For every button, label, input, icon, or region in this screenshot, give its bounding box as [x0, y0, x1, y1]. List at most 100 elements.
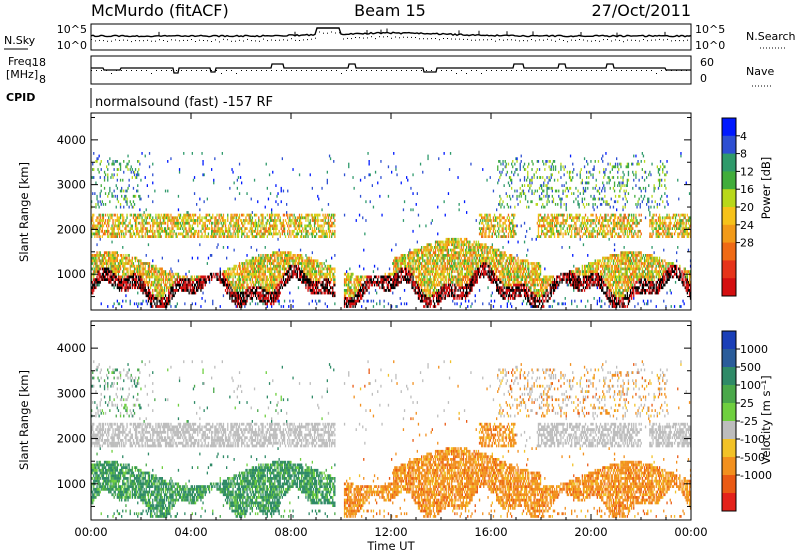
range-gate-cell [95, 229, 97, 233]
range-gate-cell [130, 170, 132, 174]
range-gate-cell [149, 286, 152, 290]
range-gate-cell [271, 213, 273, 217]
range-gate-cell [323, 221, 325, 225]
nave-point [606, 70, 607, 71]
range-gate-cell [211, 168, 213, 171]
nsearch-point [247, 38, 248, 40]
range-gate-cell [273, 219, 275, 222]
range-gate-cell [177, 227, 180, 230]
range-gate-cell [213, 235, 215, 238]
range-gate-cell [215, 224, 217, 228]
range-gate-cell [269, 224, 272, 228]
range-gate-cell [208, 278, 211, 281]
range-gate-cell [414, 275, 416, 279]
range-gate-cell [316, 302, 318, 306]
range-gate-cell [162, 272, 165, 276]
range-gate-cell [252, 291, 255, 295]
range-gate-cell [250, 227, 252, 230]
range-gate-cell [313, 291, 316, 295]
range-gate-cell [391, 170, 393, 174]
range-gate-cell [124, 289, 126, 292]
range-gate-cell [178, 213, 181, 217]
nave-tick-60: 60 [700, 56, 714, 69]
range-gate-cell [207, 275, 210, 279]
range-gate-cell [174, 291, 176, 295]
range-gate-cell [121, 189, 123, 193]
range-gate-cell [168, 291, 170, 295]
range-gate-cell [211, 235, 213, 238]
range-gate-cell [98, 283, 100, 287]
range-gate-cell [192, 235, 195, 238]
range-gate-cell [126, 224, 128, 228]
range-gate-cell [228, 286, 230, 290]
range-gate-cell [118, 259, 121, 263]
range-gate-cell [239, 299, 242, 303]
range-gate-cell [122, 213, 124, 217]
range-gate-cell [278, 294, 280, 298]
range-gate-cell [304, 267, 306, 271]
range-gate-cell [129, 264, 131, 268]
range-gate-cell [127, 224, 129, 228]
range-gate-cell [113, 254, 115, 257]
range-gate-cell [151, 267, 153, 271]
range-gate-cell [185, 229, 187, 233]
range-gate-cell [205, 280, 207, 284]
range-gate-cell [236, 224, 238, 228]
range-gate-cell [397, 264, 399, 268]
range-gate-cell [391, 283, 393, 287]
range-gate-cell [96, 270, 98, 273]
range-gate-cell [257, 278, 259, 281]
range-gate-cell [247, 262, 249, 265]
range-gate-cell [302, 270, 304, 273]
range-gate-cell [418, 272, 421, 276]
range-gate-cell [114, 280, 116, 284]
range-gate-cell [171, 280, 173, 284]
range-gate-cell [445, 286, 447, 290]
range-gate-cell [112, 227, 114, 230]
range-gate-cell [424, 297, 426, 300]
range-gate-cell [250, 264, 252, 268]
range-gate-cell [266, 221, 268, 225]
range-gate-cell [328, 213, 331, 217]
range-gate-cell [156, 267, 158, 271]
range-gate-cell [378, 275, 380, 279]
range-gate-cell [298, 173, 301, 177]
range-gate-cell [272, 219, 274, 222]
range-gate-cell [418, 267, 421, 271]
range-gate-cell [433, 254, 436, 257]
range-gate-cell [395, 264, 397, 268]
range-gate-cell [92, 192, 94, 195]
range-gate-cell [123, 170, 125, 174]
range-gate-cell [378, 280, 380, 284]
range-gate-cell [305, 232, 307, 236]
range-gate-cell [286, 262, 288, 265]
range-gate-cell [113, 189, 115, 193]
nsearch-point [507, 39, 508, 41]
range-gate-cell [154, 270, 156, 273]
range-gate-cell [279, 235, 281, 238]
range-gate-cell [194, 219, 197, 222]
range-gate-cell [187, 221, 189, 225]
range-gate-cell [309, 221, 311, 225]
range-gate-cell [198, 275, 200, 279]
range-gate-cell [434, 283, 437, 287]
range-gate-cell [121, 254, 123, 257]
range-gate-cell [322, 267, 324, 271]
range-gate-cell [354, 289, 356, 292]
range-gate-cell [428, 272, 430, 276]
range-gate-cell [262, 227, 264, 230]
range-gate-cell [428, 283, 430, 287]
range-gate-cell [200, 275, 202, 279]
nsearch-point [511, 39, 512, 41]
range-gate-cell [288, 235, 290, 238]
range-gate-cell [422, 170, 424, 174]
range-gate-cell [109, 259, 111, 263]
range-gate-cell [268, 173, 271, 177]
range-gate-cell [440, 272, 442, 276]
range-gate-cell [299, 248, 302, 252]
nave-point [381, 70, 382, 71]
range-gate-cell [266, 275, 268, 279]
range-gate-cell [241, 286, 243, 290]
nsearch-point [683, 40, 684, 42]
range-gate-cell [166, 229, 168, 233]
